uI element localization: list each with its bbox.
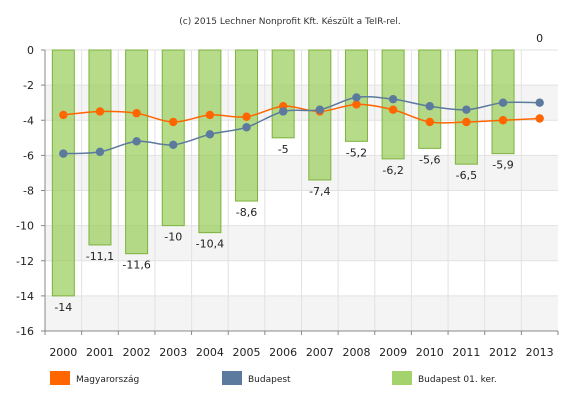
- bar-label-2003: -10: [164, 231, 182, 244]
- x-tick-label: 2006: [269, 346, 297, 359]
- point-budapest-2009: [388, 94, 398, 104]
- point-magyarorsz-g-2013: [535, 114, 544, 123]
- bar-label-2002: -11,6: [122, 259, 150, 272]
- bar-label-2007: -7,4: [309, 185, 330, 198]
- bar-2010: [418, 49, 442, 149]
- bar-2003: [161, 49, 185, 227]
- point-budapest-2012: [498, 98, 508, 107]
- y-tick-label: 0: [27, 44, 34, 57]
- point-budapest-2005: [242, 123, 251, 132]
- bar-label-2011: -6,5: [456, 169, 477, 182]
- bar-2001: [88, 49, 112, 246]
- x-tick-label: 2013: [526, 346, 554, 359]
- bar-2004: [198, 49, 222, 234]
- point-magyarorsz-g-2000: [59, 110, 68, 120]
- bar-2006: [271, 49, 295, 139]
- x-tick-label: 2002: [123, 346, 151, 359]
- point-budapest-2010: [425, 102, 434, 111]
- bar-label-2001: -11,1: [86, 250, 114, 263]
- x-tick-label: 2004: [196, 346, 224, 359]
- bar-2000: [51, 49, 75, 297]
- point-magyarorsz-g-2012: [498, 116, 508, 125]
- x-tick-label: 2000: [49, 346, 77, 359]
- bar-label-2008: -5,2: [346, 146, 367, 159]
- bar-label-2012: -5,9: [492, 159, 513, 172]
- point-magyarorsz-g-2001: [95, 107, 105, 116]
- y-tick-label: -8: [23, 185, 34, 198]
- line-series: [59, 93, 544, 158]
- y-tick-label: -14: [16, 290, 34, 303]
- bar-label-2000: -14: [54, 301, 72, 314]
- point-budapest-2000: [59, 149, 68, 158]
- y-tick-label: -12: [16, 255, 34, 268]
- legend: Magyarország Budapest Budapest 01. ker.: [50, 371, 497, 385]
- point-budapest-2011: [462, 105, 471, 114]
- point-magyarorsz-g-2011: [462, 117, 471, 127]
- point-budapest-2002: [132, 137, 141, 146]
- x-tick-label: 2008: [342, 346, 370, 359]
- y-tick-label: -10: [16, 220, 34, 233]
- point-budapest-2004: [205, 130, 215, 139]
- x-tick-label: 2011: [452, 346, 480, 359]
- bar-2009: [381, 49, 405, 160]
- point-magyarorsz-g-2004: [205, 110, 215, 120]
- point-magyarorsz-g-2008: [352, 100, 361, 109]
- y-tick-label: -4: [23, 114, 34, 127]
- y-tick-label: -16: [16, 325, 34, 338]
- bar-label-2006: -5: [278, 143, 289, 156]
- point-budapest-2003: [169, 140, 178, 150]
- bar-label-2009: -6,2: [382, 164, 403, 177]
- legend-label-budapest-01-ker-: Budapest 01. ker.: [418, 375, 497, 385]
- x-tick-label: 2005: [233, 346, 261, 359]
- point-budapest-2001: [95, 147, 105, 157]
- point-magyarorsz-g-2003: [169, 117, 178, 127]
- point-magyarorsz-g-2002: [132, 109, 141, 118]
- x-tick-label: 2012: [489, 346, 517, 359]
- point-budapest-2008: [352, 93, 361, 102]
- x-tick-label: 2003: [159, 346, 187, 359]
- point-magyarorsz-g-2009: [388, 105, 398, 114]
- point-budapest-2007: [315, 105, 325, 114]
- chart-credit: (c) 2015 Lechner Nonprofit Kft. Készült …: [179, 16, 400, 27]
- bar-2002: [125, 49, 149, 255]
- legend-swatch-budapest: [222, 371, 242, 385]
- bar-label-2013: 0: [536, 32, 543, 45]
- point-magyarorsz-g-2005: [242, 112, 251, 121]
- legend-label-budapest: Budapest: [248, 375, 291, 385]
- bar-label-2010: -5,6: [419, 153, 440, 166]
- x-tick-label: 2007: [306, 346, 334, 359]
- legend-swatch-budapest-01-ker-: [392, 371, 412, 385]
- x-tick-label: 2001: [86, 346, 114, 359]
- y-axis-ticks: 0 -2 -4 -6 -8 -10 -12 -14 -16: [16, 44, 45, 338]
- bar-label-2005: -8,6: [236, 206, 257, 219]
- legend-label-magyarorsz-g: Magyarország: [76, 375, 139, 385]
- data-labels: -14 -11,1 -11,6 -10 -10,4 -8,6 -5 -7,4 -5,2 -6,2 -…: [54, 32, 543, 314]
- point-magyarorsz-g-2010: [425, 117, 434, 127]
- y-tick-label: -6: [23, 149, 34, 162]
- y-tick-label: -2: [23, 79, 34, 92]
- legend-swatch-magyarorsz-g: [50, 371, 70, 385]
- bar-label-2004: -10,4: [196, 238, 224, 251]
- point-budapest-2013: [535, 98, 544, 107]
- point-budapest-2006: [278, 107, 288, 116]
- x-axis-ticks: 2000 2001 2002 2003 2004 2005 2006 2007 2008 2009…: [44, 331, 559, 359]
- x-tick-label: 2010: [416, 346, 444, 359]
- x-tick-label: 2009: [379, 346, 407, 359]
